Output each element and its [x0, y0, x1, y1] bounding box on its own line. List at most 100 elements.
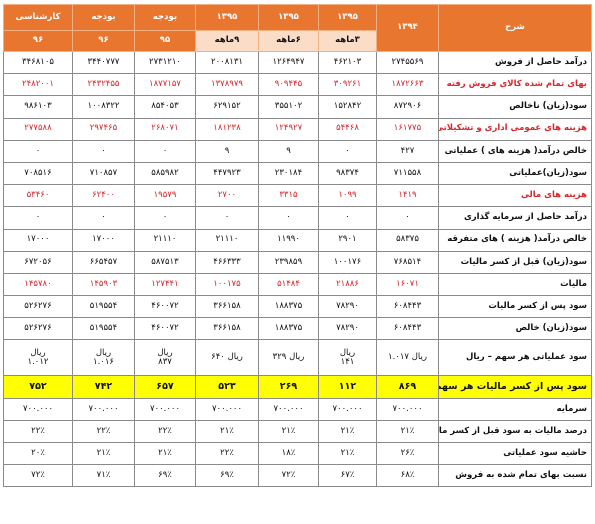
- header-sub-96-expert: ۹۶: [3, 30, 73, 52]
- header-row-periods: ۳ماهه ۶ماهه ۹ماهه ۹۵ ۹۶ ۹۶: [3, 30, 592, 52]
- cell-value: ۱۲۷۴۴۱: [134, 272, 196, 297]
- cell-value: ۱۸۱۲۳۸: [195, 117, 259, 141]
- cell-value: ۱۸۸۳۷۵: [258, 295, 319, 319]
- table-row: نسبت بهای تمام شده به فروش ۶۸٪ ۶۷٪ ۷۲٪ ۶۹٪ ۶۹…: [3, 464, 592, 488]
- row-label: نسبت بهای تمام شده به فروش: [438, 464, 592, 488]
- cell-value: ۵۸۳۷۵: [376, 228, 439, 252]
- table-row: درآمد حاصل از فروش ۲۷۴۵۵۶۹ ۴۶۲۱۰۳ ۱۲۶۴۹۴۷ ۲۰…: [3, 50, 592, 75]
- header-col-budget-96: بودجه: [72, 4, 135, 31]
- header-col-budget-95: بودجه: [134, 4, 196, 31]
- cell-value: ۷۵۲: [3, 375, 73, 399]
- cell-value: ریال ۳۲۹: [258, 339, 319, 377]
- cell-value: ۹۸۶۱۰۳: [3, 95, 73, 119]
- cell-value: ۲۲٪: [195, 441, 259, 466]
- cell-value: ۳۰۹۲۶۱: [318, 73, 377, 97]
- cell-value: ۲۱۱۱۰: [195, 228, 259, 252]
- cell-value: ۶۸٪: [376, 464, 439, 488]
- cell-value: ۵۸۵۹۸۲: [134, 161, 196, 186]
- cell-value: ۵۳۴۶۰: [3, 184, 73, 208]
- cell-value: ۱۰۰۱۷۵: [195, 272, 259, 297]
- cell-value: ۵۲۶۲۷۶: [3, 295, 73, 319]
- cell-value: ۲۹۷۴۶۵: [72, 117, 135, 141]
- cell-value: ۷۱۱۵۵۸: [376, 161, 439, 186]
- cell-value: ۲۶۸۰۷۱: [134, 117, 196, 141]
- cell-value: ۱۸۸۳۷۵: [258, 317, 319, 341]
- cell-value: ۶۹٪: [195, 464, 259, 488]
- cell-value: ۶۰۸۴۴۳: [376, 295, 439, 319]
- cell-value: ۱۱۹۹۰: [258, 228, 319, 252]
- cell-value: ۲۴۸۲۰۰۱: [3, 73, 73, 97]
- table-row: بهای تمام شده کالای فروش رفته ۱۸۷۲۶۶۳ ۳۰۹۲…: [3, 73, 592, 97]
- table-row: حاشیه سود عملیاتی ۲۶٪ ۲۱٪ ۱۸٪ ۲۲٪ ۲۱٪ ۲۱٪ ۲۰٪: [3, 441, 592, 466]
- cell-value: ۶۵۷: [134, 375, 196, 399]
- cell-value: ۲۶٪: [376, 441, 439, 466]
- cell-value: ۰: [318, 206, 377, 230]
- cell-value: ۱۳۷۸۹۷۹: [195, 73, 259, 97]
- cell-value: ۵۲۳: [195, 375, 259, 399]
- cell-value: ۲۱٪: [376, 419, 439, 444]
- cell-value: ۷۲٪: [258, 464, 319, 488]
- cell-value: ۷۰۰.۰۰۰: [195, 397, 259, 421]
- cell-value: ۸۵۴۰۵۳: [134, 95, 196, 119]
- table-row: هزینه های عمومی اداری و تشکیلاتی ۱۶۱۷۷۵ ۵۴…: [3, 117, 592, 141]
- cell-value: ۴۶۰۰۷۲: [134, 295, 196, 319]
- cell-value: ریال ۶۴۰: [195, 339, 259, 377]
- cell-value: ۲۱٪: [195, 419, 259, 444]
- cell-value: ۱۰۰۱۷۶: [318, 250, 377, 274]
- table-row: مالیات ۱۶۰۷۱ ۲۱۸۸۶ ۵۱۴۸۴ ۱۰۰۱۷۵ ۱۲۷۴۴۱ ۱۴۵۹۰۳ ۱…: [3, 272, 592, 297]
- header-col-1395-h1: ۱۳۹۵: [258, 4, 319, 31]
- cell-value: ۲۳۹۸۵۹: [258, 250, 319, 274]
- row-label: سود(زیان)عملیاتی: [438, 161, 592, 186]
- table-row: درآمد حاصل از سرمایه گذاری ۰ ۰ ۰ ۰ ۰ ۰ ۰: [3, 206, 592, 230]
- cell-value: ۶۹٪: [134, 464, 196, 488]
- cell-value: ۱۶۱۷۷۵: [376, 117, 439, 141]
- row-label: هزینه های مالی: [438, 184, 592, 208]
- cell-value: ۳۴۴۰۷۷۷: [72, 50, 135, 75]
- cell-value: ۷۰۰.۰۰۰: [134, 397, 196, 421]
- financial-table: شرح ۱۳۹۴ ۱۳۹۵ ۱۳۹۵ ۱۳۹۵ بودجه بودجه کارش…: [3, 4, 592, 488]
- row-label: سود(زیان) ناخالص: [438, 95, 592, 119]
- cell-value: ۵۴۴۶۸: [318, 117, 377, 141]
- cell-value: ۲۲٪: [134, 419, 196, 444]
- cell-value: ۷۱۰۸۵۷: [72, 161, 135, 186]
- table-row: هزینه های مالی ۱۴۱۹ ۱۰۹۹ ۳۳۱۵ ۲۷۰۰ ۱۹۵۷۹ ۶۲۴۰۰…: [3, 184, 592, 208]
- table-row: سرمایه ۷۰۰.۰۰۰ ۷۰۰.۰۰۰ ۷۰۰.۰۰۰ ۷۰۰.۰۰۰ ۷۰۰.۰۰…: [3, 397, 592, 421]
- cell-value: ریال ۱۴۱: [318, 339, 377, 377]
- cell-value: ۱۴۱۹: [376, 184, 439, 208]
- table-row: درصد مالیات به سود قبل از کسر مالیات۲۱٪۲…: [3, 419, 592, 444]
- header-sub-3m: ۳ماهه: [318, 30, 377, 52]
- cell-value: ۲۱٪: [72, 441, 135, 466]
- cell-value: ۱۷۰۰۰: [72, 228, 135, 252]
- header-col-1395-q1: ۱۳۹۵: [318, 4, 377, 31]
- cell-value: ۰: [318, 139, 377, 163]
- table-row: سود پس از کسر مالیات هر سهم – ریال۸۶۹۱۱۲…: [3, 375, 592, 399]
- row-label: سود پس از کسر مالیات هر سهم – ریال: [438, 375, 592, 399]
- cell-value: ۲۳۰۱۸۴: [258, 161, 319, 186]
- cell-value: ۲۰٪: [3, 441, 73, 466]
- row-label: سود(زیان) قبل از کسر مالیات: [438, 250, 592, 274]
- cell-value: ۷۰۰.۰۰۰: [72, 397, 135, 421]
- row-label: درآمد حاصل از سرمایه گذاری: [438, 206, 592, 230]
- cell-value: ۱۸٪: [258, 441, 319, 466]
- row-label: سود عملیاتی هر سهم – ریال: [438, 339, 592, 377]
- cell-value: ۷۶۸۵۱۴: [376, 250, 439, 274]
- cell-value: ۰: [376, 206, 439, 230]
- row-label: خالص درآمد( هزینه ) های متفرقه: [438, 228, 592, 252]
- cell-value: ۵۱۴۸۴: [258, 272, 319, 297]
- cell-value: ریال ۱.۰۱۶: [72, 339, 135, 377]
- cell-value: ۳۴۶۸۱۰۵: [3, 50, 73, 75]
- cell-value: ۷۲٪: [3, 464, 73, 488]
- cell-value: ۱۹۵۷۹: [134, 184, 196, 208]
- table-row: سود عملیاتی هر سهم – ریال ریال ۱.۰۱۷ ریال ۱…: [3, 339, 592, 377]
- cell-value: ۷۰۰.۰۰۰: [318, 397, 377, 421]
- cell-value: ۰: [258, 206, 319, 230]
- cell-value: ریال ۱.۰۱۷: [376, 339, 439, 377]
- cell-value: ۳۶۶۱۵۸: [195, 295, 259, 319]
- cell-value: ۲۶۹: [258, 375, 319, 399]
- row-label: خالص درآمد( هزینه های ) عملیاتی: [438, 139, 592, 163]
- cell-value: ۴۲۷: [376, 139, 439, 163]
- header-sub-95: ۹۵: [134, 30, 196, 52]
- cell-value: ۷۰۰.۰۰۰: [3, 397, 73, 421]
- cell-value: ۰: [72, 139, 135, 163]
- cell-value: ۲۲٪: [72, 419, 135, 444]
